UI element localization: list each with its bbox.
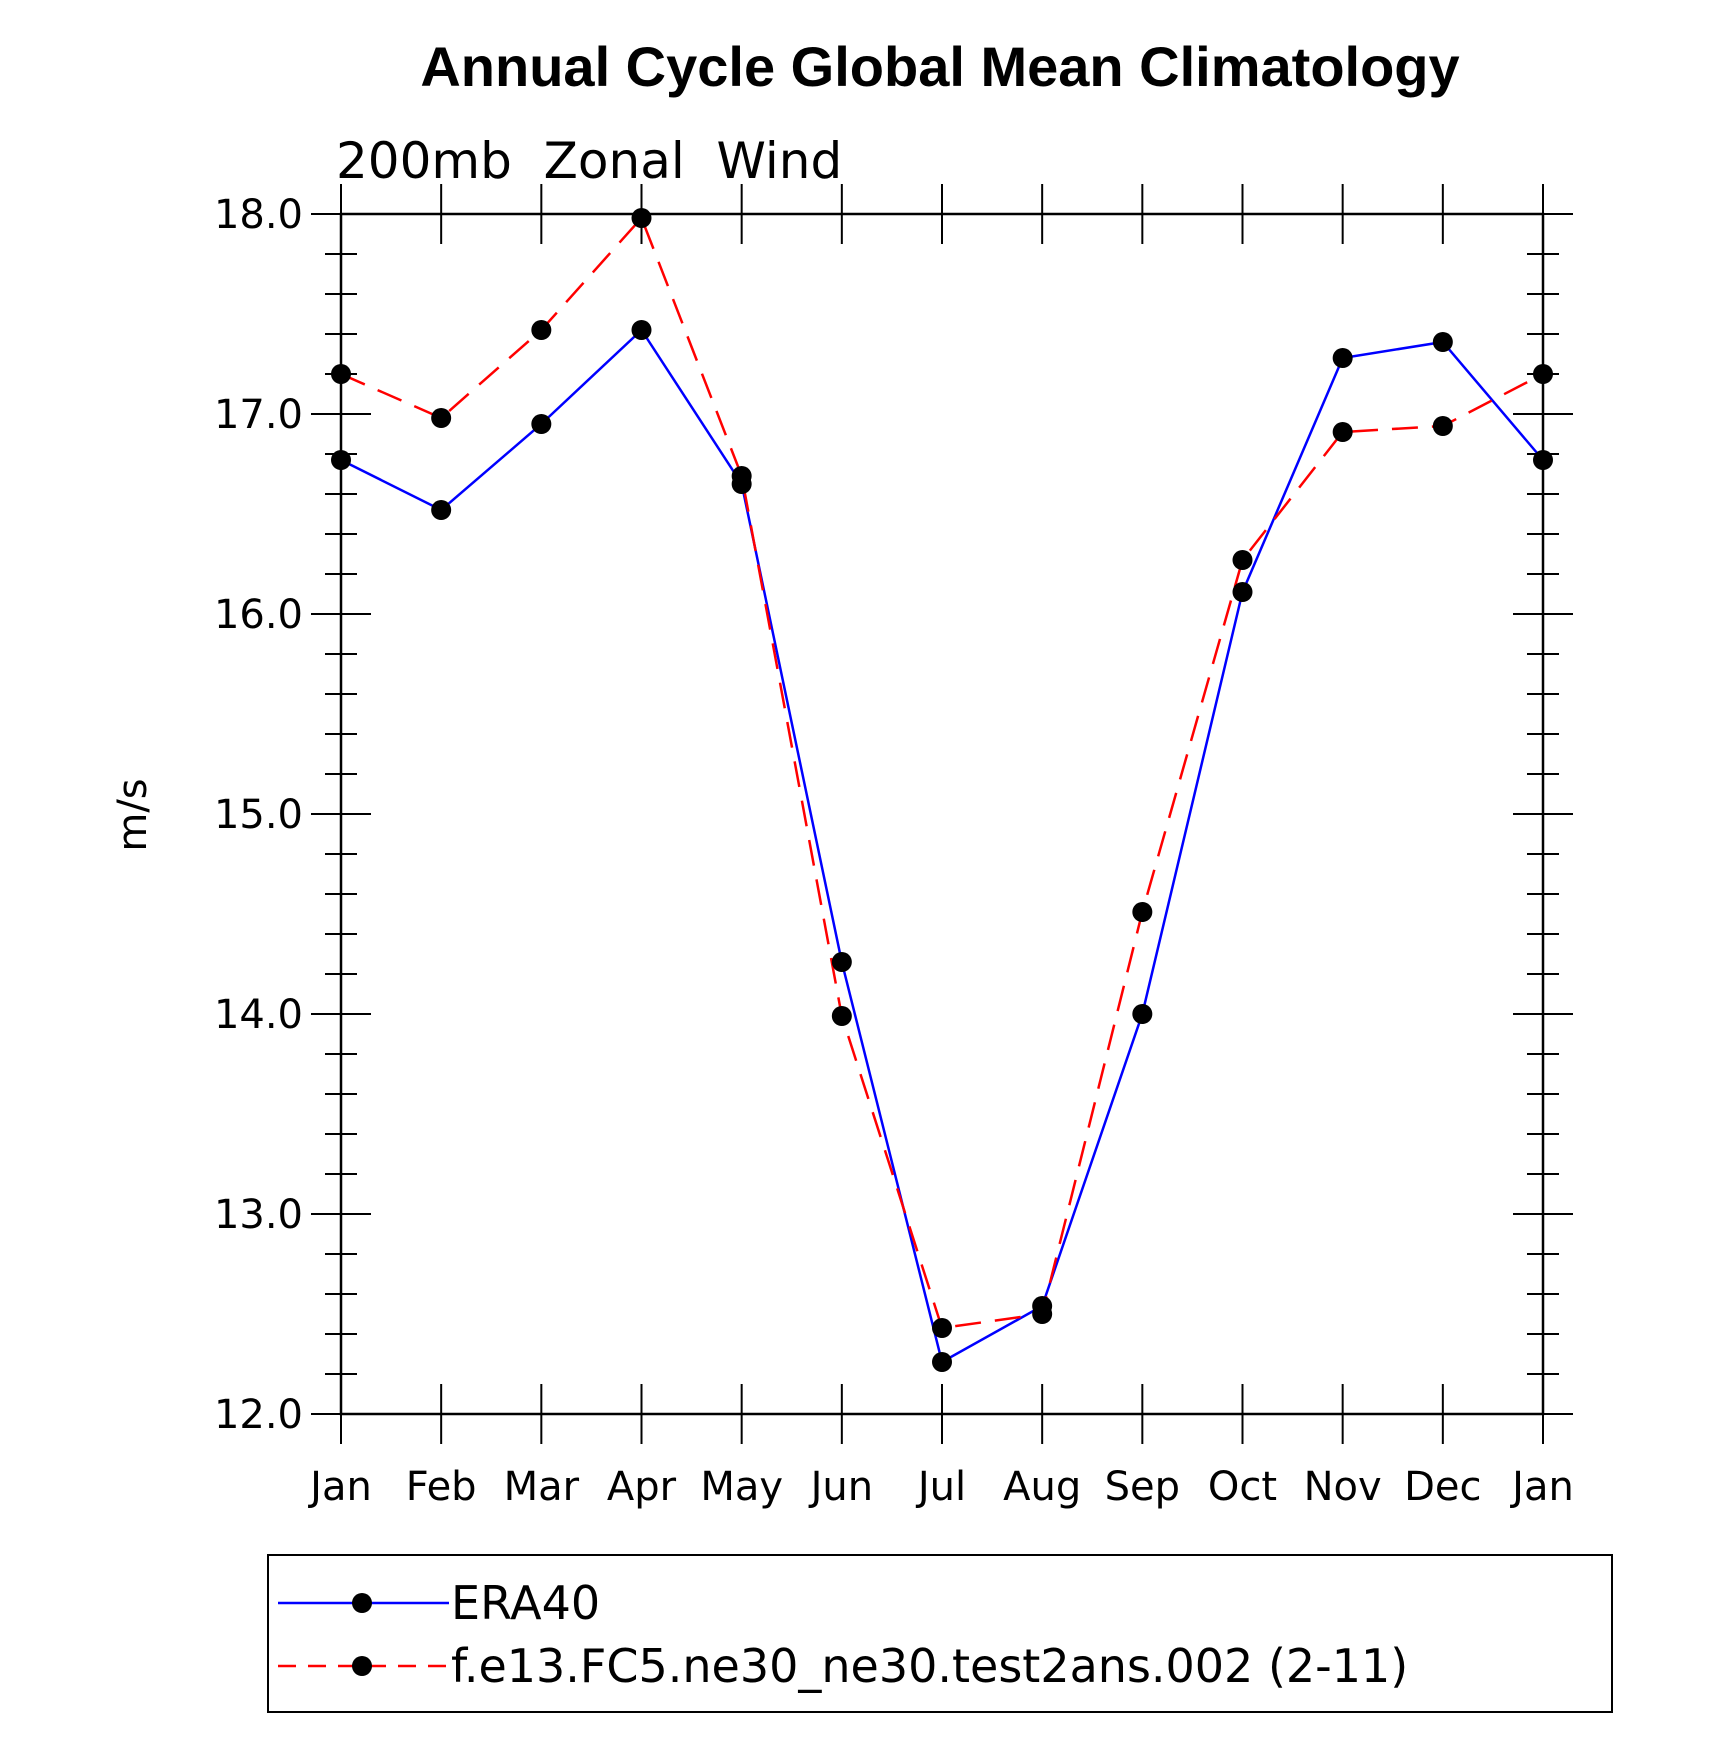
data-point-series-0 <box>531 414 552 434</box>
x-tick-label: Feb <box>406 1464 477 1510</box>
x-tick-label: Sep <box>1105 1464 1180 1510</box>
y-tick-label: 16.0 <box>214 592 303 638</box>
y-tick-label: 12.0 <box>214 1392 303 1438</box>
x-tick-label: Jan <box>1509 1464 1574 1510</box>
y-tick-label: 18.0 <box>214 192 303 238</box>
data-point-series-1 <box>731 466 752 486</box>
y-tick-label: 14.0 <box>214 992 303 1038</box>
data-point-series-1 <box>1533 364 1553 384</box>
x-tick-label: Dec <box>1404 1464 1481 1510</box>
y-tick-label: 13.0 <box>214 1192 303 1238</box>
x-tick-label: Jan <box>307 1464 372 1510</box>
legend-label-era40: ERA40 <box>451 1576 600 1630</box>
data-point-series-0 <box>1232 582 1253 602</box>
data-point-series-0 <box>631 320 652 340</box>
y-axis-label: m/s <box>110 778 156 851</box>
data-point-series-0 <box>1132 1004 1153 1024</box>
data-point-series-0 <box>431 500 452 520</box>
chart-title: Annual Cycle Global Mean Climatology <box>420 35 1459 98</box>
x-tick-label: Aug <box>1003 1464 1081 1510</box>
plot-frame <box>339 212 1545 1416</box>
x-axis-tick-labels: Jan Feb Mar Apr May Jun Jul Aug Sep Oct Nov Dec Jan <box>307 1464 1574 1510</box>
x-tick-label: Oct <box>1208 1464 1277 1510</box>
x-tick-label: Apr <box>607 1464 677 1510</box>
x-axis-ticks <box>340 184 1544 1444</box>
x-tick-label: Nov <box>1304 1464 1382 1510</box>
data-point-series-0 <box>1332 348 1353 368</box>
series-line-0 <box>340 328 1544 1364</box>
data-point-series-1 <box>1032 1304 1053 1324</box>
data-point-series-1 <box>531 320 552 340</box>
chart-subtitle: 200mb Zonal Wind <box>336 132 842 190</box>
x-tick-label: Jul <box>915 1464 966 1510</box>
y-axis-ticks <box>311 213 1573 1415</box>
x-tick-label: Jun <box>808 1464 874 1510</box>
legend-swatch-era40-marker <box>352 1593 372 1613</box>
data-point-series-0 <box>331 450 351 470</box>
data-point-series-0 <box>831 952 852 972</box>
data-point-series-0 <box>1533 450 1553 470</box>
series-line-1 <box>340 215 1544 1330</box>
y-tick-label: 17.0 <box>214 392 303 438</box>
y-axis-tick-labels: 12.0 13.0 14.0 15.0 16.0 17.0 18.0 <box>214 192 303 1438</box>
data-point-series-1 <box>932 1318 952 1338</box>
data-point-series-1 <box>331 364 351 384</box>
legend-box <box>267 1554 1613 1713</box>
plot-border <box>339 212 1545 1416</box>
data-point-series-1 <box>631 208 652 228</box>
legend-swatch-model-marker <box>352 1656 372 1676</box>
series-lines <box>340 215 1544 1364</box>
data-point-series-0 <box>932 1352 952 1372</box>
x-tick-label: May <box>700 1464 783 1510</box>
x-tick-label: Mar <box>504 1464 580 1510</box>
data-point-series-1 <box>1432 416 1453 436</box>
y-tick-label: 15.0 <box>214 792 303 838</box>
data-point-series-1 <box>431 408 452 428</box>
data-point-series-1 <box>1332 422 1353 442</box>
data-point-series-1 <box>1132 902 1153 922</box>
legend: ERA40 f.e13.FC5.ne30_ne30.test2ans.002 (… <box>267 1554 1613 1713</box>
series-markers <box>331 208 1553 1372</box>
data-point-series-1 <box>831 1006 852 1026</box>
legend-label-model: f.e13.FC5.ne30_ne30.test2ans.002 (2-11) <box>451 1639 1408 1693</box>
data-point-series-0 <box>1432 332 1453 352</box>
data-point-series-1 <box>1232 550 1253 570</box>
